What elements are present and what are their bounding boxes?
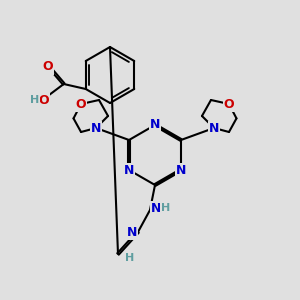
Text: O: O — [224, 98, 234, 110]
Text: N: N — [91, 122, 101, 134]
Text: N: N — [151, 202, 161, 214]
Text: N: N — [124, 164, 134, 176]
Text: H: H — [125, 253, 135, 263]
Text: H: H — [30, 95, 39, 105]
Text: N: N — [176, 164, 186, 176]
Text: N: N — [150, 118, 160, 131]
Text: N: N — [209, 122, 219, 134]
Text: H: H — [161, 203, 171, 213]
Text: O: O — [42, 61, 53, 74]
Text: N: N — [127, 226, 137, 238]
Text: O: O — [76, 98, 86, 110]
Text: O: O — [38, 94, 49, 106]
